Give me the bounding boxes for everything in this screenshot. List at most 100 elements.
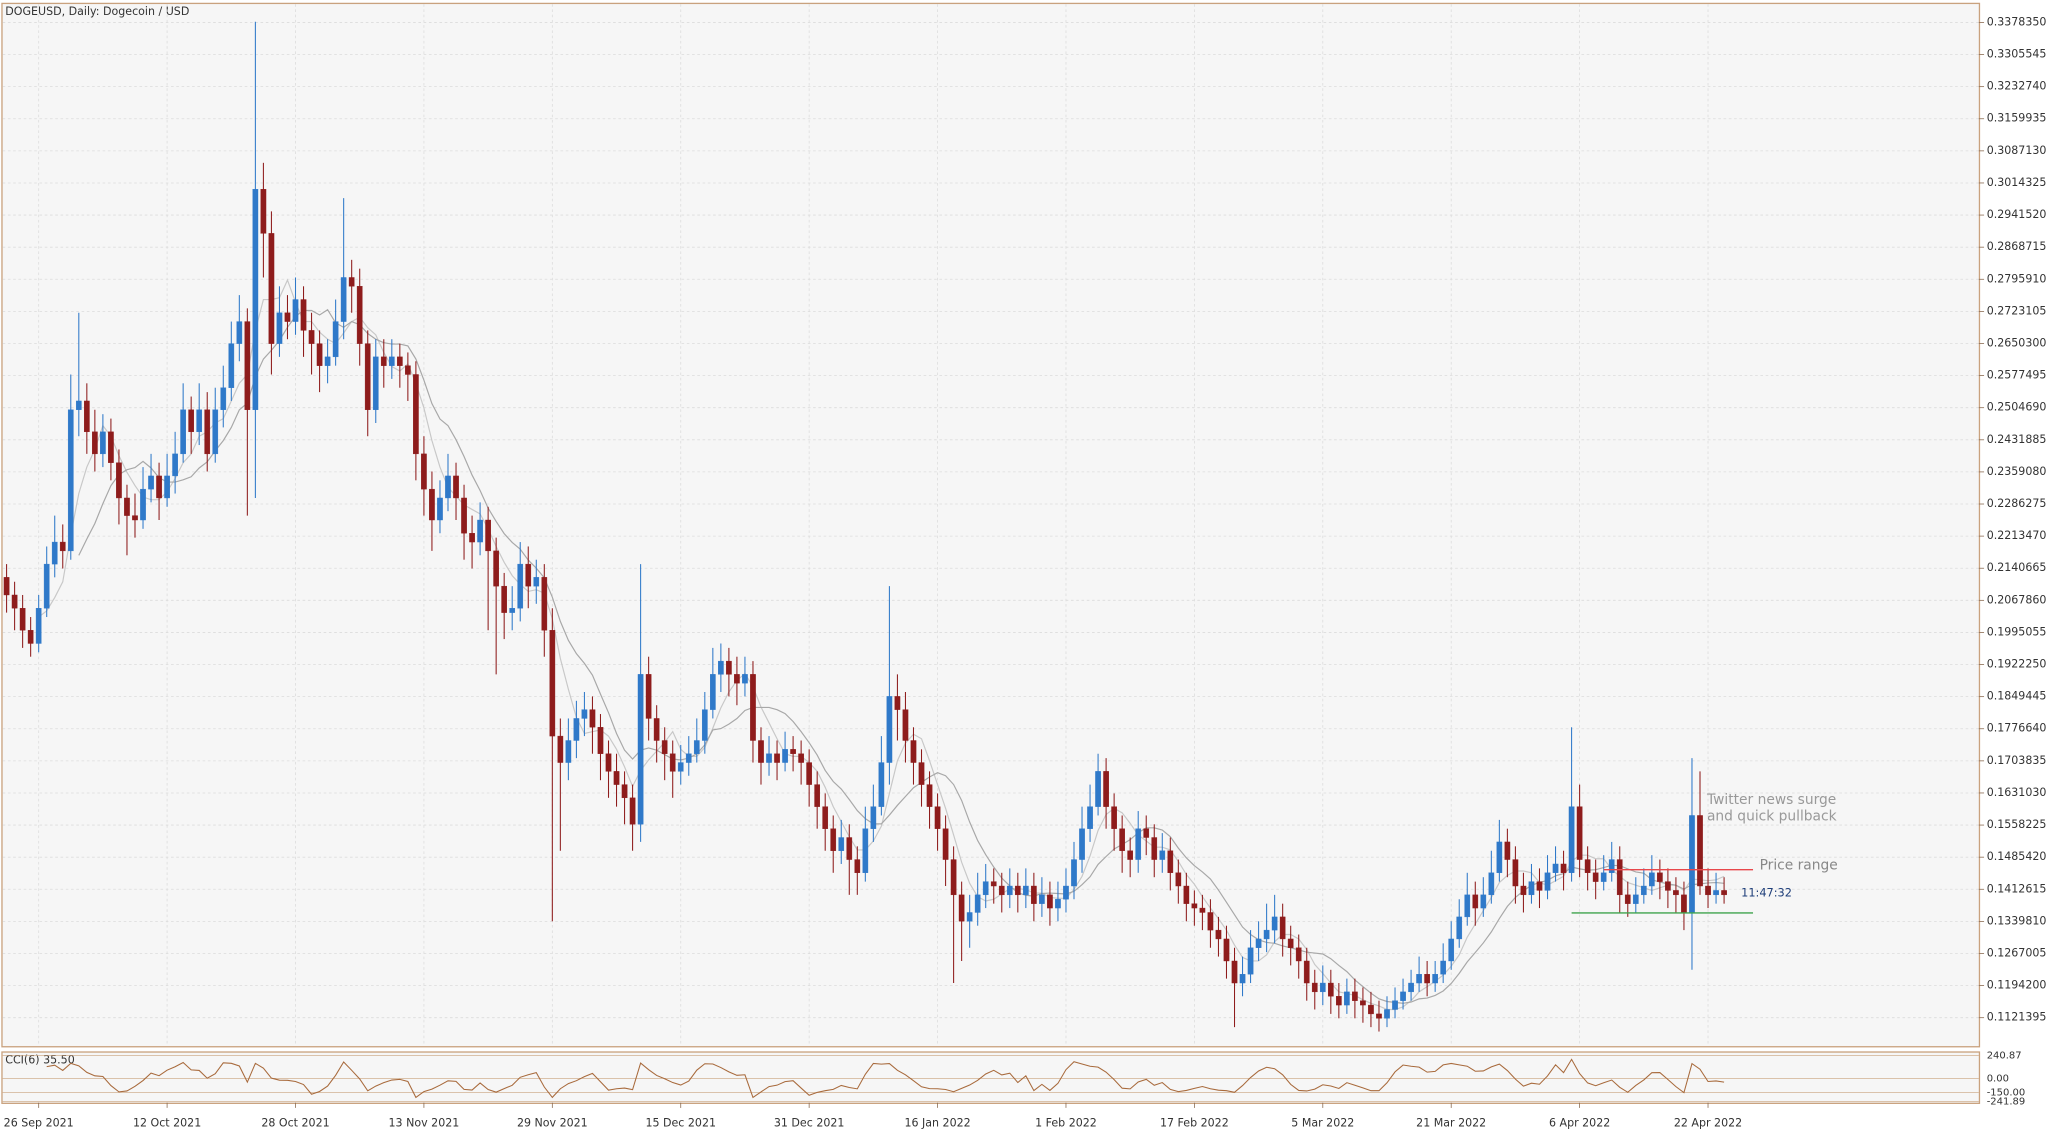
candle-body bbox=[1480, 894, 1487, 909]
x-tick-label: 31 Dec 2021 bbox=[774, 1117, 845, 1130]
candle-body bbox=[1616, 859, 1623, 896]
candle-body bbox=[1568, 806, 1575, 873]
candle-body bbox=[332, 321, 339, 358]
y-tick-label: 0.1412615 bbox=[1987, 882, 2047, 895]
candle-body bbox=[1432, 974, 1438, 984]
y-tick-label: 0.2213470 bbox=[1987, 529, 2047, 542]
y-tick-label: 0.1849445 bbox=[1987, 690, 2047, 703]
x-tick-label: 6 Apr 2022 bbox=[1549, 1117, 1610, 1130]
candle-body bbox=[220, 387, 227, 410]
y-tick-label: 0.2868715 bbox=[1987, 240, 2047, 253]
y-tick-label: 0.2431885 bbox=[1987, 433, 2047, 446]
candle-body bbox=[413, 374, 419, 455]
candle-body bbox=[1039, 894, 1045, 904]
candle-body bbox=[244, 321, 251, 410]
candle-body bbox=[180, 409, 186, 455]
candle-body bbox=[469, 533, 475, 543]
candle-body bbox=[1327, 982, 1334, 997]
candle-body bbox=[92, 431, 98, 455]
candle-body bbox=[1295, 947, 1302, 962]
candle-body bbox=[1584, 859, 1591, 873]
candle-body bbox=[830, 828, 837, 851]
chart-title: DOGEUSD, Daily: Dogecoin / USD bbox=[5, 5, 189, 18]
candle-body bbox=[1384, 1009, 1390, 1019]
candle-body bbox=[766, 753, 772, 763]
indicator-panel bbox=[1, 1051, 1981, 1104]
indicator-tick-label: -150.00 bbox=[1987, 1088, 2026, 1099]
candle-body bbox=[75, 400, 82, 410]
candle-body bbox=[1528, 881, 1535, 896]
candle-body bbox=[1624, 894, 1631, 904]
candle-body bbox=[3, 577, 10, 596]
y-tick-label: 0.1703835 bbox=[1987, 754, 2047, 767]
candle-body bbox=[1456, 916, 1463, 940]
y-tick-label: 0.3305545 bbox=[1987, 48, 2047, 61]
y-tick-label: 0.3378350 bbox=[1987, 15, 2047, 28]
candle-body bbox=[1031, 885, 1037, 904]
candle-body bbox=[693, 740, 700, 754]
candle-body bbox=[1006, 885, 1013, 896]
candle-body bbox=[421, 453, 427, 490]
candle-body bbox=[1600, 872, 1607, 882]
candle-body bbox=[1416, 974, 1422, 984]
candle-body bbox=[918, 762, 925, 785]
candle-body bbox=[35, 608, 42, 644]
candle-body bbox=[1223, 938, 1230, 962]
candle-body bbox=[926, 784, 933, 807]
candle-body bbox=[605, 753, 612, 772]
candle-body bbox=[1721, 890, 1727, 896]
y-tick-label: 0.2359080 bbox=[1987, 465, 2047, 478]
x-tick-label: 13 Nov 2021 bbox=[389, 1117, 460, 1130]
candle-body bbox=[212, 409, 219, 455]
candle-body bbox=[1360, 1000, 1366, 1006]
indicator-tick-label: 240.87 bbox=[1987, 1050, 2022, 1061]
y-tick-label: 0.1558225 bbox=[1987, 818, 2047, 831]
candle-body bbox=[51, 541, 58, 565]
candle-body bbox=[1352, 991, 1358, 1001]
candle-body bbox=[43, 563, 50, 609]
y-tick-label: 0.3087130 bbox=[1987, 144, 2047, 157]
candle-body bbox=[405, 365, 411, 375]
candle-body bbox=[1303, 960, 1310, 984]
candle-body bbox=[1191, 903, 1198, 909]
candle-body bbox=[942, 828, 949, 860]
candle-body bbox=[846, 837, 853, 860]
candle-body bbox=[517, 563, 524, 609]
candle-body bbox=[718, 660, 724, 675]
y-tick-label: 0.2140665 bbox=[1987, 561, 2047, 574]
candle-body bbox=[1079, 828, 1085, 860]
candle-body bbox=[1544, 872, 1551, 891]
candle-body bbox=[854, 859, 861, 873]
candle-body bbox=[276, 312, 283, 344]
candle-body bbox=[934, 806, 941, 829]
candle-body bbox=[1207, 912, 1214, 931]
candle-body bbox=[1055, 899, 1061, 909]
candle-body bbox=[445, 475, 451, 499]
candle-body bbox=[1167, 850, 1174, 873]
candle-body bbox=[966, 912, 973, 922]
candle-body bbox=[878, 762, 885, 807]
candle-body bbox=[1151, 837, 1158, 860]
candle-body bbox=[886, 696, 893, 763]
candle-body bbox=[734, 674, 740, 684]
y-tick-label: 0.2067860 bbox=[1987, 593, 2047, 606]
x-tick-label: 16 Jan 2022 bbox=[904, 1117, 970, 1130]
annotation: Price range bbox=[1760, 858, 1838, 874]
candle-body bbox=[1311, 982, 1318, 993]
candle-body bbox=[621, 784, 628, 799]
candle-body bbox=[950, 859, 957, 896]
candle-body bbox=[348, 277, 355, 287]
candle-body bbox=[613, 771, 620, 785]
candle-body bbox=[1552, 863, 1559, 873]
x-tick-label: 29 Nov 2021 bbox=[517, 1117, 588, 1130]
candle-body bbox=[1247, 947, 1254, 975]
candle-body bbox=[1504, 841, 1511, 860]
candle-body bbox=[1472, 894, 1479, 909]
candle-body bbox=[1592, 872, 1599, 882]
candle-body bbox=[196, 409, 203, 433]
candle-body bbox=[645, 674, 652, 719]
candle-body bbox=[252, 189, 259, 410]
candle-body bbox=[653, 718, 660, 741]
candle-body bbox=[1199, 907, 1206, 913]
y-tick-label: 0.2504690 bbox=[1987, 401, 2047, 414]
